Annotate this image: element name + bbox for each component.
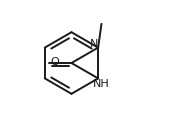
Text: N: N (90, 39, 98, 49)
Text: O: O (50, 57, 59, 67)
Text: NH: NH (93, 79, 109, 89)
